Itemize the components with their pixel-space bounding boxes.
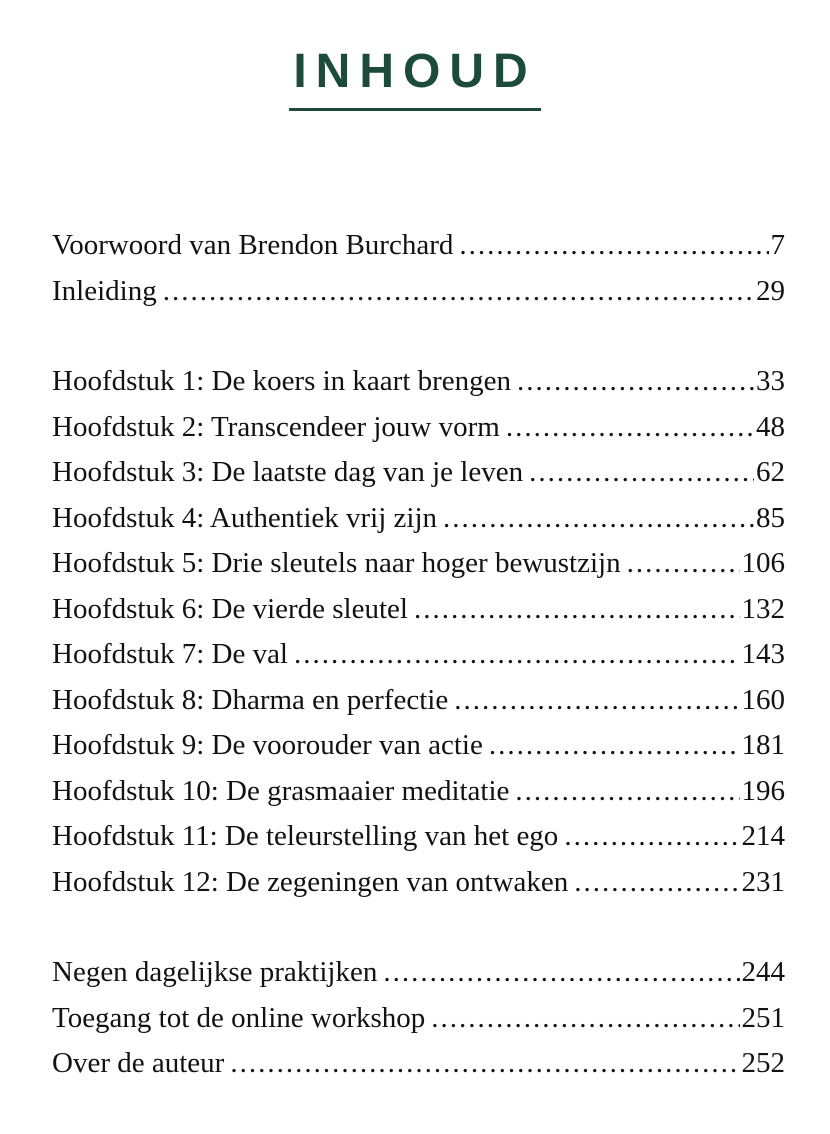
toc-entry-dot-leader: ........................................…	[515, 774, 740, 807]
toc-entry: Toegang tot de online workshop .........…	[52, 996, 785, 1042]
toc-entry-label: Hoofdstuk 5: Drie sleutels naar hoger be…	[52, 547, 621, 579]
title-section: INHOUD	[0, 0, 830, 111]
toc-entry-dot-leader: ........................................…	[431, 1001, 739, 1034]
toc-entry-label: Hoofdstuk 2: Transcendeer jouw vorm	[52, 410, 500, 443]
toc-entry: Hoofdstuk 2: Transcendeer jouw vorm ....…	[52, 405, 785, 451]
toc-entry: Negen dagelijkse praktijken ............…	[52, 950, 785, 996]
toc-entry-page-number: 196	[741, 774, 786, 807]
toc-entry-page-number: 251	[741, 1001, 786, 1034]
toc-entry-dot-leader: ........................................…	[488, 729, 740, 761]
toc-entry-label: Over de auteur	[52, 1047, 225, 1079]
toc-entry-dot-leader: ........................................…	[454, 683, 740, 716]
toc-entry-dot-leader: ........................................…	[443, 501, 754, 534]
toc-entry-page-number: 85	[756, 501, 785, 534]
toc-entry-label: Hoofdstuk 11: De teleurstelling van het …	[52, 820, 559, 852]
toc-entry-label: Hoofdstuk 9: De voorouder van actie	[52, 729, 483, 761]
toc-entry-dot-leader: ........................................…	[162, 274, 754, 307]
toc-entry-dot-leader: ........................................…	[413, 592, 740, 625]
toc-entry-dot-leader: ........................................…	[230, 1047, 740, 1079]
toc-entry-page-number: 29	[756, 274, 785, 307]
toc-entry-page-number: 7	[770, 229, 786, 261]
toc-entry: Hoofdstuk 3: De laatste dag van je leven…	[52, 450, 785, 496]
toc-entry: Hoofdstuk 7: De val ....................…	[52, 632, 785, 678]
toc-entry: Hoofdstuk 12: De zegeningen van ontwaken…	[52, 860, 785, 906]
toc-entry-page-number: 214	[741, 820, 786, 852]
toc-entry: Hoofdstuk 8: Dharma en perfectie .......…	[52, 678, 785, 724]
toc-entry-label: Hoofdstuk 3: De laatste dag van je leven	[52, 456, 524, 488]
toc-entry-dot-leader: ........................................…	[529, 456, 754, 488]
toc-group: Hoofdstuk 1: De koers in kaart brengen .…	[52, 359, 785, 905]
toc-entry-page-number: 231	[741, 865, 786, 898]
toc-entry: Hoofdstuk 1: De koers in kaart brengen .…	[52, 359, 785, 405]
title-underline	[289, 108, 541, 111]
toc-entry-label: Hoofdstuk 10: De grasmaaier meditatie	[52, 774, 510, 807]
toc-entry-label: Voorwoord van Brendon Burchard	[52, 229, 454, 261]
toc-entry: Inleiding ..............................…	[52, 269, 785, 315]
toc-entry-page-number: 160	[741, 683, 786, 716]
toc-entry-label: Hoofdstuk 6: De vierde sleutel	[52, 592, 408, 625]
toc-entry-page-number: 106	[741, 547, 786, 579]
toc-group: Voorwoord van Brendon Burchard .........…	[52, 223, 785, 314]
toc-entry-label: Hoofdstuk 7: De val	[52, 638, 288, 670]
toc-entry-dot-leader: ........................................…	[459, 229, 768, 261]
toc-entry-label: Negen dagelijkse praktijken	[52, 956, 378, 988]
toc-entry-dot-leader: ........................................…	[517, 365, 754, 397]
toc-entry-page-number: 48	[756, 410, 785, 443]
toc-entry: Hoofdstuk 6: De vierde sleutel .........…	[52, 587, 785, 633]
toc-entry: Voorwoord van Brendon Burchard .........…	[52, 223, 785, 269]
toc-entry: Hoofdstuk 5: Drie sleutels naar hoger be…	[52, 541, 785, 587]
toc-entry-page-number: 33	[756, 365, 785, 397]
toc-entry-page-number: 62	[756, 456, 785, 488]
toc-entry-page-number: 244	[741, 956, 786, 988]
toc-entry-dot-leader: ........................................…	[505, 410, 754, 443]
toc-entry: Over de auteur .........................…	[52, 1041, 785, 1087]
toc-entry-dot-leader: ........................................…	[564, 820, 740, 852]
toc-entry-page-number: 143	[741, 638, 786, 670]
toc-entry: Hoofdstuk 9: De voorouder van actie ....…	[52, 723, 785, 769]
toc-entry: Hoofdstuk 10: De grasmaaier meditatie ..…	[52, 769, 785, 815]
toc-entry-page-number: 252	[741, 1047, 786, 1079]
toc-entry-label: Inleiding	[52, 274, 157, 307]
toc-entry-label: Hoofdstuk 4: Authentiek vrij zijn	[52, 501, 438, 534]
toc-entry-dot-leader: ........................................…	[294, 638, 740, 670]
toc-entry-label: Hoofdstuk 12: De zegeningen van ontwaken	[52, 865, 569, 898]
toc-entry-dot-leader: ........................................…	[574, 865, 740, 898]
toc-entry-dot-leader: ........................................…	[383, 956, 739, 988]
toc-entry-label: Hoofdstuk 8: Dharma en perfectie	[52, 683, 449, 716]
toc-entry-dot-leader: ........................................…	[626, 547, 740, 579]
toc-entry: Hoofdstuk 11: De teleurstelling van het …	[52, 814, 785, 860]
toc-entry-page-number: 132	[741, 592, 786, 625]
toc-entry-label: Toegang tot de online workshop	[52, 1001, 426, 1034]
toc-group: Negen dagelijkse praktijken ............…	[52, 950, 785, 1087]
toc-entry-page-number: 181	[741, 729, 786, 761]
toc-entry: Hoofdstuk 4: Authentiek vrij zijn ......…	[52, 496, 785, 542]
page-title: INHOUD	[293, 45, 537, 98]
table-of-contents: Voorwoord van Brendon Burchard .........…	[0, 223, 830, 1087]
toc-entry-label: Hoofdstuk 1: De koers in kaart brengen	[52, 365, 512, 397]
